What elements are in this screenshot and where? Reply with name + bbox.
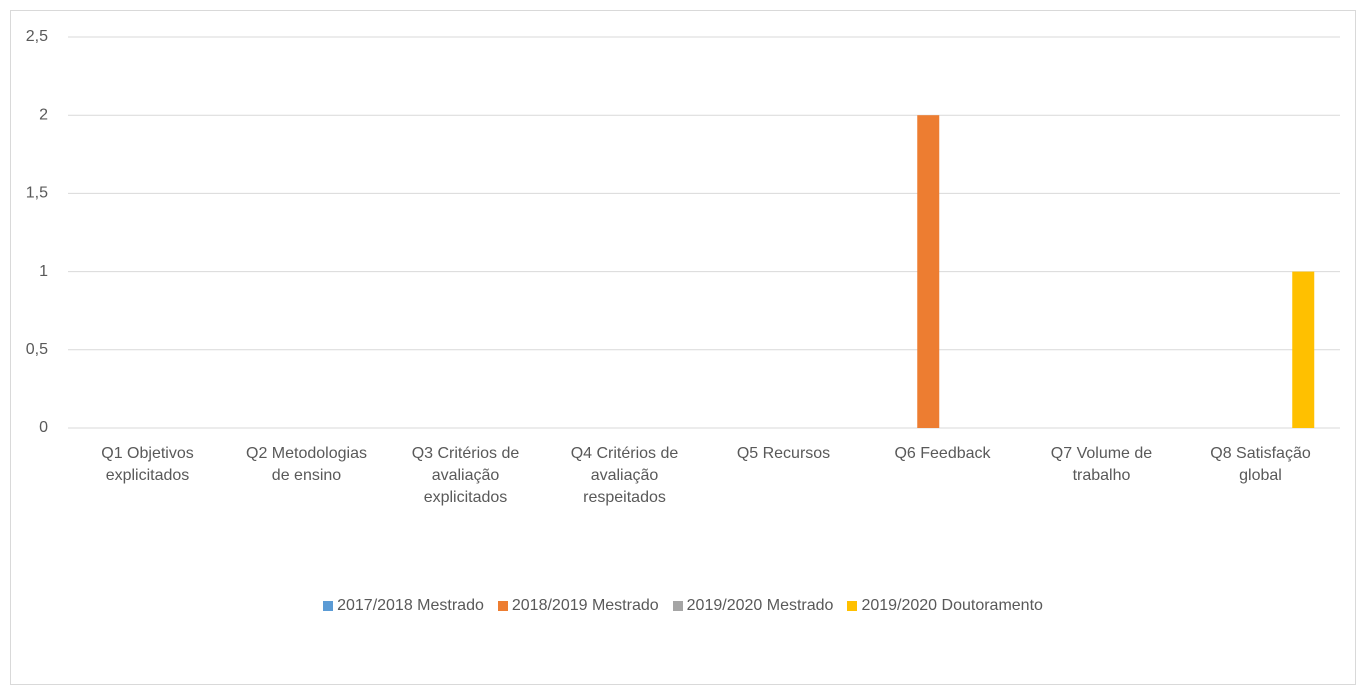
x-tick-label: Q5 Recursos xyxy=(736,445,831,462)
legend-item: 2017/2018 Mestrado xyxy=(323,597,484,615)
y-tick-label: 1 xyxy=(39,263,48,280)
legend-item: 2019/2020 Mestrado xyxy=(672,597,834,615)
x-tick-label: Q6 Feedback xyxy=(894,445,991,462)
bar xyxy=(1292,271,1315,428)
y-tick-label: 0,5 xyxy=(26,341,48,358)
legend-swatch xyxy=(847,601,858,611)
chart-frame xyxy=(10,10,1356,685)
y-tick-label: 0 xyxy=(39,419,48,436)
x-tick-label: Q7 Volume de trabalho xyxy=(1050,445,1153,484)
legend-item: 2018/2019 Mestrado xyxy=(497,597,659,615)
x-tick-label: Q3 Critérios de avaliação explicitados xyxy=(411,445,520,506)
legend-swatch xyxy=(497,601,508,611)
legend-swatch xyxy=(323,601,334,611)
legend-label: 2017/2018 Mestrado xyxy=(337,597,484,614)
legend-swatch xyxy=(672,601,683,611)
y-tick-label: 2 xyxy=(39,106,48,123)
y-tick-label: 1,5 xyxy=(26,185,48,202)
x-tick-label: Q1 Objetivos explicitados xyxy=(101,445,194,484)
legend-label: 2019/2020 Doutoramento xyxy=(861,597,1043,614)
legend: 2017/2018 Mestrado 2018/2019 Mestrado 2019… xyxy=(0,597,1366,615)
x-tick-label: Q2 Metodologias de ensino xyxy=(246,445,367,484)
x-tick-label: Q4 Critérios de avaliação respeitados xyxy=(570,445,679,506)
legend-label: 2018/2019 Mestrado xyxy=(511,597,659,614)
bar xyxy=(917,115,940,428)
x-tick-label: Q8 Satisfação global xyxy=(1210,445,1311,484)
legend-item: 2019/2020 Doutoramento xyxy=(847,597,1043,615)
legend-label: 2019/2020 Mestrado xyxy=(686,597,834,614)
y-tick-label: 2,5 xyxy=(26,28,48,45)
